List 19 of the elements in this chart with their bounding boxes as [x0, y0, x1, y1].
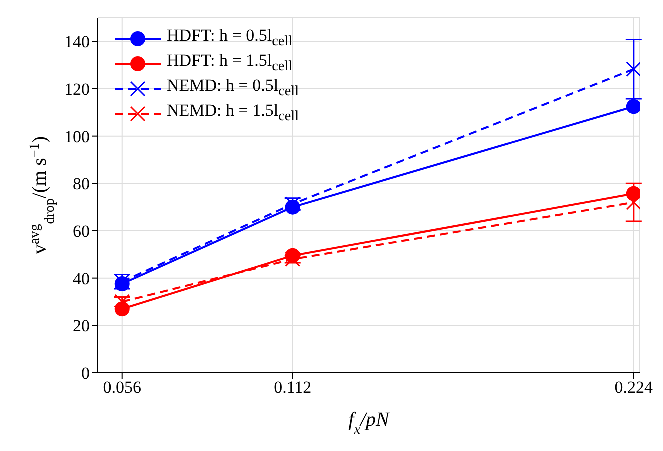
y-tick-label: 100 — [64, 127, 90, 146]
y-tick-label: 80 — [73, 174, 90, 194]
y-tick-label: 140 — [64, 32, 90, 52]
legend-label: HDFT: h = 1.5l$_{cell}$ — [167, 51, 293, 76]
y-tick-label: 20 — [73, 316, 90, 336]
x-tick-label: 0.056 — [103, 378, 142, 398]
legend-label: HDFT: h = 0.5l$_{cell}$ — [167, 26, 293, 51]
y-tick-label: 0 — [82, 364, 90, 384]
point — [285, 252, 301, 268]
y-tick-label: 120 — [64, 80, 90, 100]
legend-label: NEMD: h = 1.5l$_{cell}$ — [167, 101, 300, 126]
x-tick-label: 0.224 — [614, 378, 654, 398]
x-tick-label: 0.112 — [274, 378, 312, 398]
point — [114, 294, 130, 310]
x-axis-title: f$_{x}$/pN — [348, 409, 391, 438]
y-tick-label: 60 — [73, 222, 90, 242]
legend-label: NEMD: h = 0.5l$_{cell}$ — [167, 76, 300, 101]
point — [626, 99, 640, 114]
y-tick-label: 40 — [73, 269, 90, 288]
